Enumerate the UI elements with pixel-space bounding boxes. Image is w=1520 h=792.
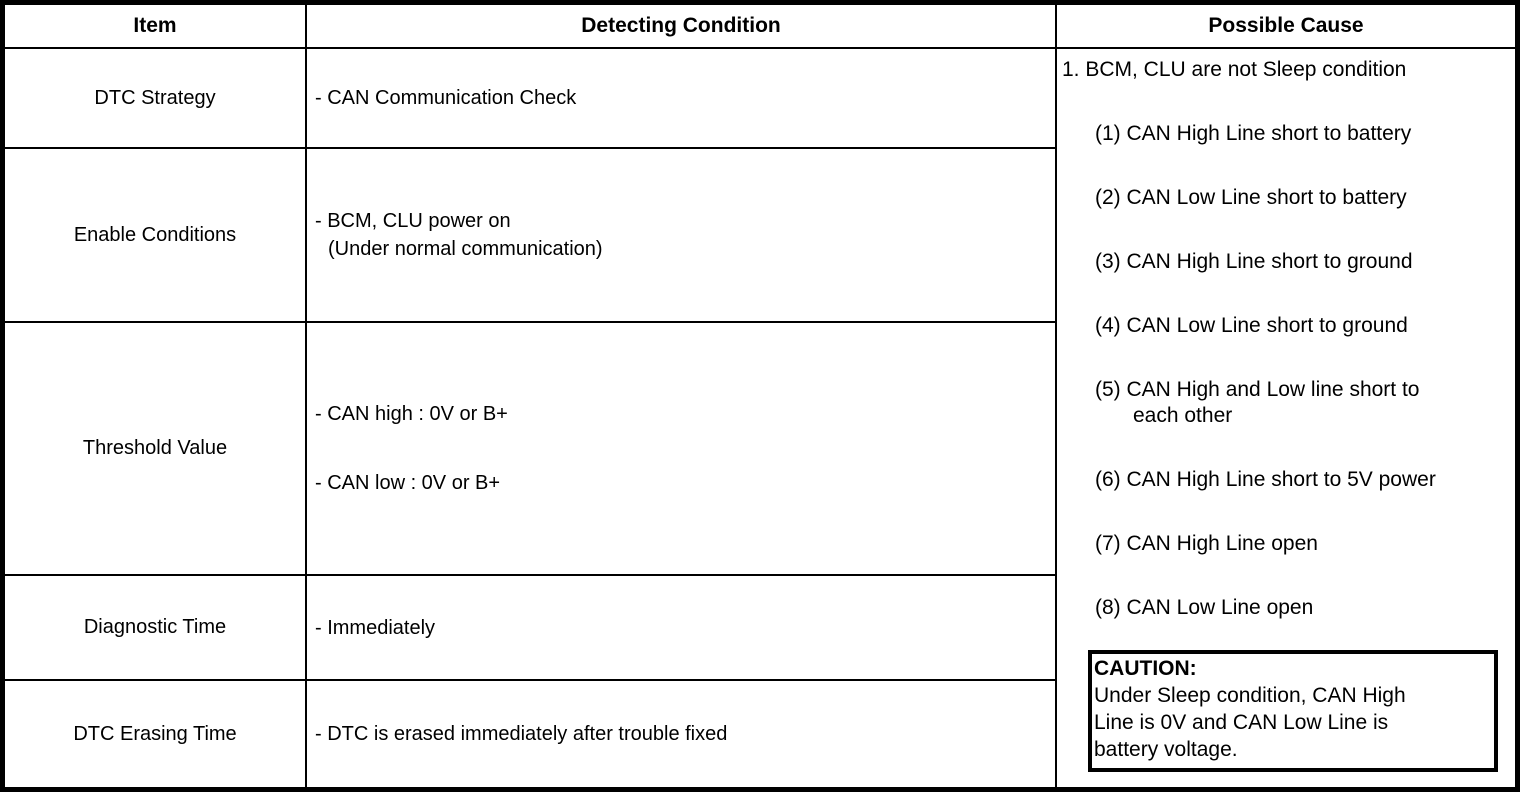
row-label-dtc-strategy: DTC Strategy (5, 49, 307, 147)
condition-line: - CAN Communication Check (315, 87, 577, 109)
cause-item-3: (3) CAN High Line short to ground (1095, 250, 1413, 273)
caution-line: Line is 0V and CAN Low Line is (1094, 711, 1389, 734)
cause-item-8: (8) CAN Low Line open (1095, 596, 1314, 619)
condition-line: - Immediately (315, 616, 436, 639)
caution-title: CAUTION: (1094, 657, 1197, 680)
item-and-condition-columns: Item Detecting Condition DTC Strategy - … (5, 5, 1055, 787)
condition-line-continuation: (Under normal communication) (328, 238, 603, 260)
cause-item-2: (2) CAN Low Line short to battery (1095, 186, 1407, 209)
caution-box: CAUTION: Under Sleep condition, CAN High… (1088, 650, 1498, 772)
row-label-threshold-value: Threshold Value (5, 323, 307, 574)
table-row: Diagnostic Time - Immediately (5, 576, 1055, 681)
table-row: DTC Erasing Time - DTC is erased immedia… (5, 681, 1055, 787)
row-label-diagnostic-time: Diagnostic Time (5, 576, 307, 679)
condition-line: - CAN low : 0V or B+ (315, 472, 501, 494)
cause-item-5-continuation: each other (1133, 404, 1233, 427)
table-row: Threshold Value - CAN high : 0V or B+ - … (5, 323, 1055, 576)
cause-item-5: (5) CAN High and Low line short to (1095, 378, 1420, 401)
caution-line: battery voltage. (1094, 738, 1238, 761)
cause-item-6: (6) CAN High Line short to 5V power (1095, 468, 1436, 491)
table-row: Enable Conditions - BCM, CLU power on (U… (5, 149, 1055, 323)
cause-item-4: (4) CAN Low Line short to ground (1095, 314, 1408, 337)
table-row: DTC Strategy - CAN Communication Check (5, 49, 1055, 149)
condition-cell: - Immediately (307, 576, 1055, 679)
cause-item-7: (7) CAN High Line open (1095, 532, 1318, 555)
column-header-detecting-condition: Detecting Condition (581, 14, 781, 37)
possible-cause-column: Possible Cause 1. BCM, CLU are not Sleep… (1055, 5, 1515, 787)
possible-cause-content: 1. BCM, CLU are not Sleep condition (1) … (1057, 49, 1515, 787)
condition-cell: - DTC is erased immediately after troubl… (307, 681, 1055, 787)
column-header-item: Item (5, 5, 307, 47)
condition-line: - BCM, CLU power on (315, 210, 511, 232)
table-header-row: Item Detecting Condition (5, 5, 1055, 49)
condition-line: - CAN high : 0V or B+ (315, 403, 508, 425)
column-header-possible-cause: Possible Cause (1057, 5, 1515, 49)
caution-line: Under Sleep condition, CAN High (1094, 684, 1406, 707)
condition-cell: - CAN Communication Check (307, 49, 1055, 147)
cause-intro: 1. BCM, CLU are not Sleep condition (1062, 58, 1407, 81)
condition-cell: - BCM, CLU power on (Under normal commun… (307, 149, 1055, 321)
row-label-enable-conditions: Enable Conditions (5, 149, 307, 321)
condition-cell: - CAN high : 0V or B+ - CAN low : 0V or … (307, 323, 1055, 574)
cause-item-1: (1) CAN High Line short to battery (1095, 122, 1412, 145)
row-label-dtc-erasing-time: DTC Erasing Time (5, 681, 307, 787)
condition-line: - DTC is erased immediately after troubl… (315, 723, 728, 745)
